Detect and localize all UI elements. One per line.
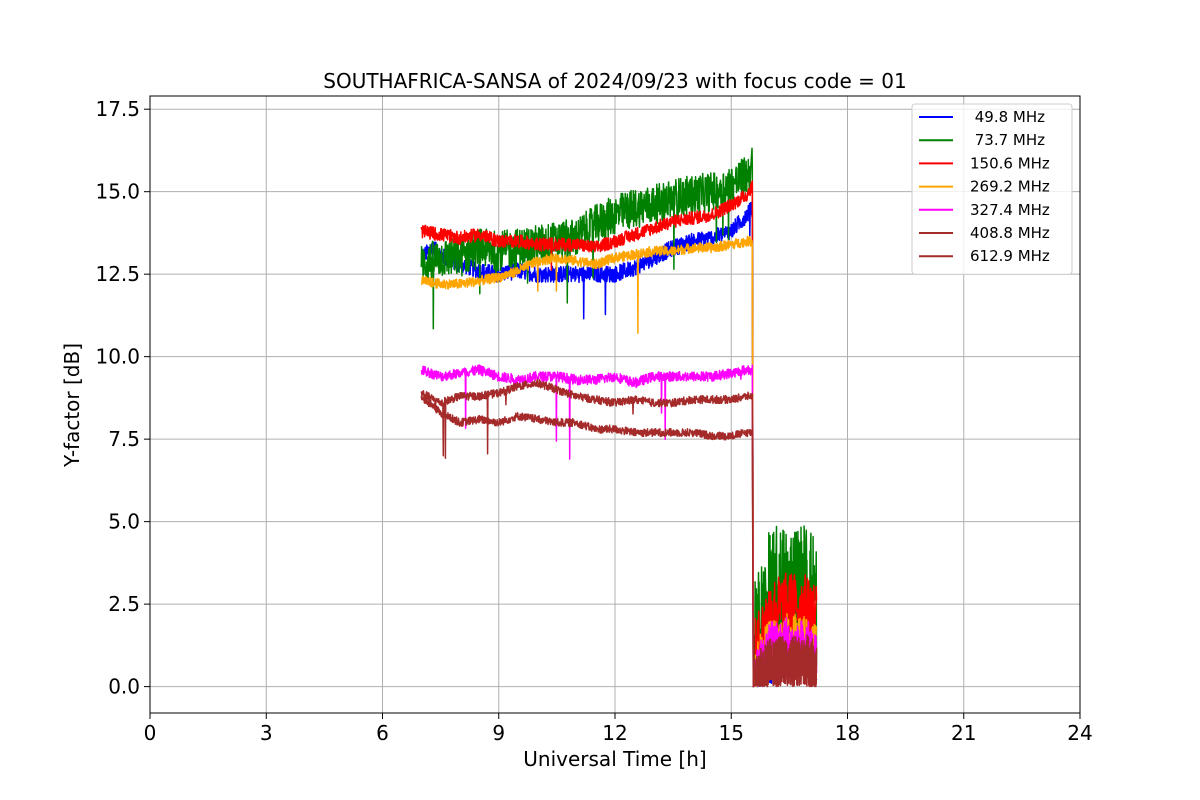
series-line xyxy=(420,147,818,688)
x-tick-label: 15 xyxy=(719,721,744,745)
legend-label: 269.2 MHz xyxy=(970,178,1050,196)
chart-title: SOUTHAFRICA-SANSA of 2024/09/23 with foc… xyxy=(323,69,907,93)
y-axis: 0.0 2.5 5.0 7.5 10.0 12.5 15.0 17.5 xyxy=(95,97,150,699)
legend: 49.8 MHz 73.7 MHz 150.6 MHz 269.2 MHz 327.4… xyxy=(911,103,1073,275)
y-tick-label: 2.5 xyxy=(108,592,140,616)
y-tick-label: 5.0 xyxy=(108,510,140,534)
x-tick-label: 18 xyxy=(835,721,860,745)
series-line xyxy=(420,235,817,688)
legend-label: 150.6 MHz xyxy=(970,154,1050,172)
y-tick-label: 15.0 xyxy=(95,180,140,204)
y-tick-label: 17.5 xyxy=(95,97,140,121)
legend-label: 49.8 MHz xyxy=(970,108,1045,126)
legend-label: 408.8 MHz xyxy=(970,224,1050,242)
x-tick-label: 3 xyxy=(260,721,273,745)
plot-lines xyxy=(420,147,818,688)
legend-label: 73.7 MHz xyxy=(970,131,1045,149)
x-axis: 0 3 6 9 12 15 18 21 24 xyxy=(144,713,1093,745)
series-line xyxy=(420,395,818,688)
x-tick-label: 6 xyxy=(376,721,389,745)
x-tick-label: 24 xyxy=(1067,721,1092,745)
y-tick-label: 7.5 xyxy=(108,427,140,451)
series-line xyxy=(420,378,818,688)
y-tick-label: 12.5 xyxy=(95,262,140,286)
x-tick-label: 12 xyxy=(602,721,627,745)
legend-label: 612.9 MHz xyxy=(970,247,1050,265)
x-tick-label: 21 xyxy=(951,721,976,745)
legend-label: 327.4 MHz xyxy=(970,201,1050,219)
legend-box xyxy=(911,103,1073,275)
series-line xyxy=(420,180,818,688)
y-tick-label: 10.0 xyxy=(95,345,140,369)
y-axis-title: Y-factor [dB] xyxy=(60,343,84,468)
x-axis-title: Universal Time [h] xyxy=(523,747,706,771)
series-line xyxy=(420,364,818,688)
y-tick-label: 0.0 xyxy=(108,675,140,699)
x-tick-label: 9 xyxy=(492,721,505,745)
x-tick-label: 0 xyxy=(144,721,157,745)
